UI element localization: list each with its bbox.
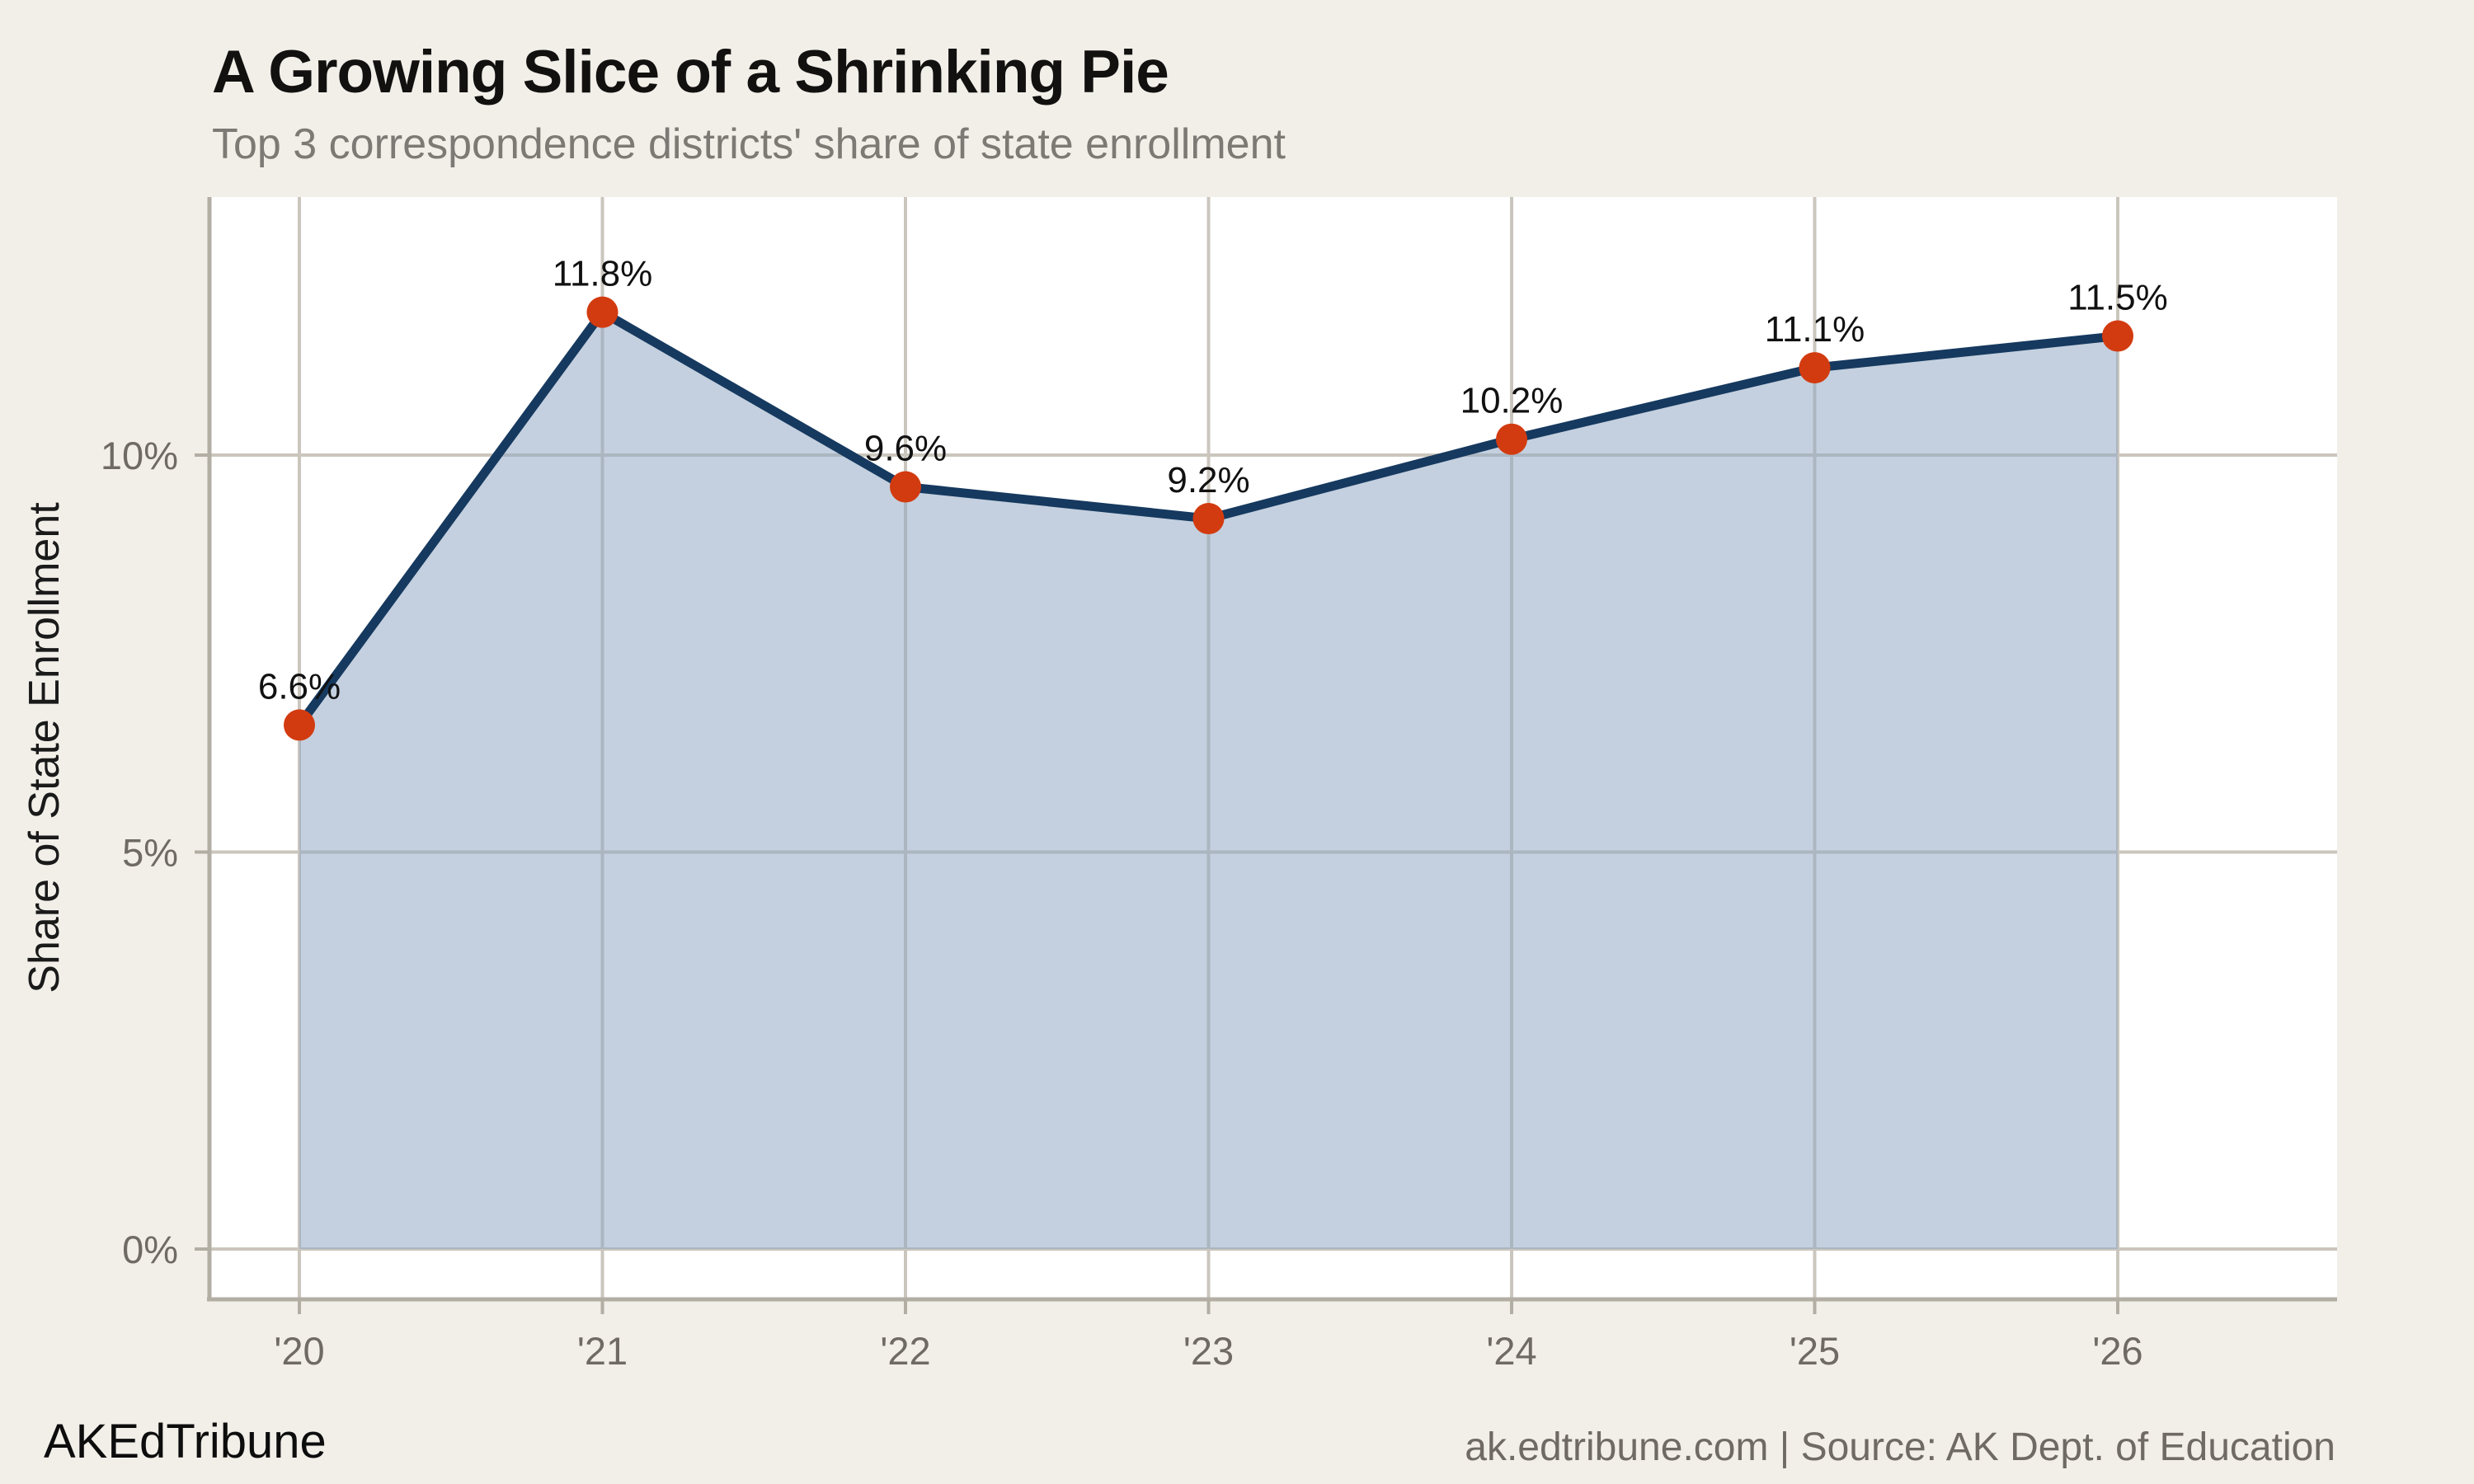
y-tick-label: 10% (101, 434, 178, 477)
y-tick-label: 5% (122, 831, 178, 875)
y-axis-title: Share of State Enrollment (21, 502, 68, 993)
x-tick-label: '22 (880, 1329, 930, 1373)
y-tick-labels: 0% 5% 10% (101, 434, 178, 1271)
data-label-layer: 6.6% 11.8% 9.6% 9.2% 10.2% 11.1% 11.5% (258, 254, 2168, 707)
data-point-dot (284, 709, 315, 741)
chart-subtitle: Top 3 correspondence districts' share of… (212, 120, 1286, 168)
footer-brand: AKEdTribune (44, 1415, 327, 1468)
axes-spines-ticks (195, 197, 2337, 1314)
chart-title: A Growing Slice of a Shrinking Pie (212, 39, 1169, 106)
x-tick-label: '25 (1790, 1329, 1840, 1373)
data-point-dot (890, 471, 921, 503)
data-point-layer (284, 296, 2133, 741)
x-tick-label: '23 (1183, 1329, 1234, 1373)
data-point-label: 10.2% (1460, 381, 1564, 421)
data-point-dot (1799, 352, 1831, 384)
y-tick-label: 0% (122, 1228, 178, 1271)
data-point-label: 6.6% (258, 666, 341, 707)
data-point-dot (2102, 320, 2133, 352)
x-tick-label: '20 (274, 1329, 324, 1373)
x-tick-label: '21 (577, 1329, 628, 1373)
data-point-label: 11.8% (553, 254, 653, 294)
data-point-dot (586, 296, 618, 328)
enrollment-share-area (299, 312, 2118, 1249)
x-tick-label: '26 (2092, 1329, 2142, 1373)
data-point-label: 9.6% (864, 429, 947, 469)
data-point-label: 9.2% (1167, 460, 1249, 500)
footer-source: ak.edtribune.com | Source: AK Dept. of E… (1465, 1425, 2335, 1469)
data-point-label: 11.1% (1765, 309, 1865, 350)
x-tick-label: '24 (1486, 1329, 1536, 1373)
data-point-dot (1192, 503, 1225, 535)
x-tick-labels: '20 '21 '22 '23 '24 '25 '26 (274, 1329, 2142, 1373)
area-fill-layer (299, 312, 2118, 1249)
data-point-label: 11.5% (2067, 278, 2168, 318)
data-point-dot (1496, 423, 1527, 455)
